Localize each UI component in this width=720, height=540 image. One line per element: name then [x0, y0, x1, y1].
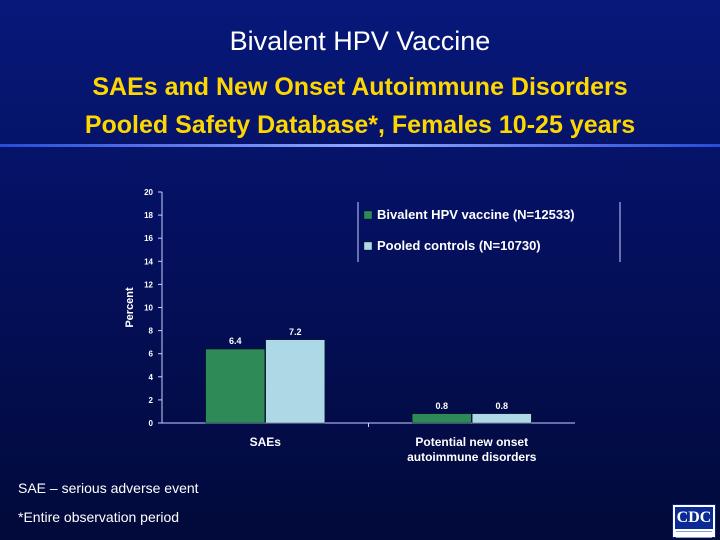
subtitle-line-1: SAEs and New Onset Autoimmune Disorders: [92, 73, 628, 101]
bar-controls-0: [265, 339, 325, 424]
y-tick-label: 8: [149, 327, 154, 336]
cdc-logo-mark: CDC: [675, 507, 713, 529]
y-tick-label: 4: [149, 373, 154, 382]
y-tick-label: 16: [144, 234, 153, 243]
bar-vaccine-0: [205, 348, 265, 424]
y-tick-label: 6: [149, 350, 154, 359]
y-tick-label: 12: [144, 280, 153, 289]
bar-value-label: 0.8: [495, 401, 508, 411]
y-axis-label: Percent: [124, 287, 136, 328]
y-tick-label: 18: [144, 211, 153, 220]
y-tick-label: 20: [144, 188, 153, 197]
y-tick-label: 14: [144, 257, 153, 266]
bar-vaccine-1: [412, 413, 472, 424]
subtitle-line-2: Pooled Safety Database*, Females 10-25 y…: [84, 111, 636, 139]
category-label: Potential new onset: [415, 435, 528, 449]
y-tick-label: 2: [149, 396, 154, 405]
bar-value-label: 6.4: [229, 336, 242, 346]
cdc-logo: CDC: [672, 504, 716, 538]
footnote-period: *Entire observation period: [18, 509, 180, 525]
bar-controls-1: [472, 413, 532, 424]
slide-title: Bivalent HPV Vaccine: [229, 26, 491, 56]
legend-swatch-0: [363, 210, 373, 220]
divider-rule: [0, 144, 720, 147]
category-label: autoimmune disorders: [407, 450, 537, 464]
category-label: SAEs: [250, 435, 282, 449]
y-tick-label: 10: [144, 304, 153, 313]
footnote-sae: SAE – serious adverse event: [18, 480, 199, 496]
slide-subtitle: SAEs and New Onset Autoimmune Disorders …: [0, 68, 720, 144]
bar-value-label: 0.8: [435, 401, 448, 411]
bar-value-label: 7.2: [289, 327, 302, 337]
y-tick-label: 0: [149, 419, 154, 428]
legend-swatch-1: [363, 241, 373, 251]
legend-label-0: Bivalent HPV vaccine (N=12533): [377, 207, 575, 222]
legend-label-1: Pooled controls (N=10730): [377, 238, 541, 253]
cdc-logo-lines: [676, 531, 712, 538]
